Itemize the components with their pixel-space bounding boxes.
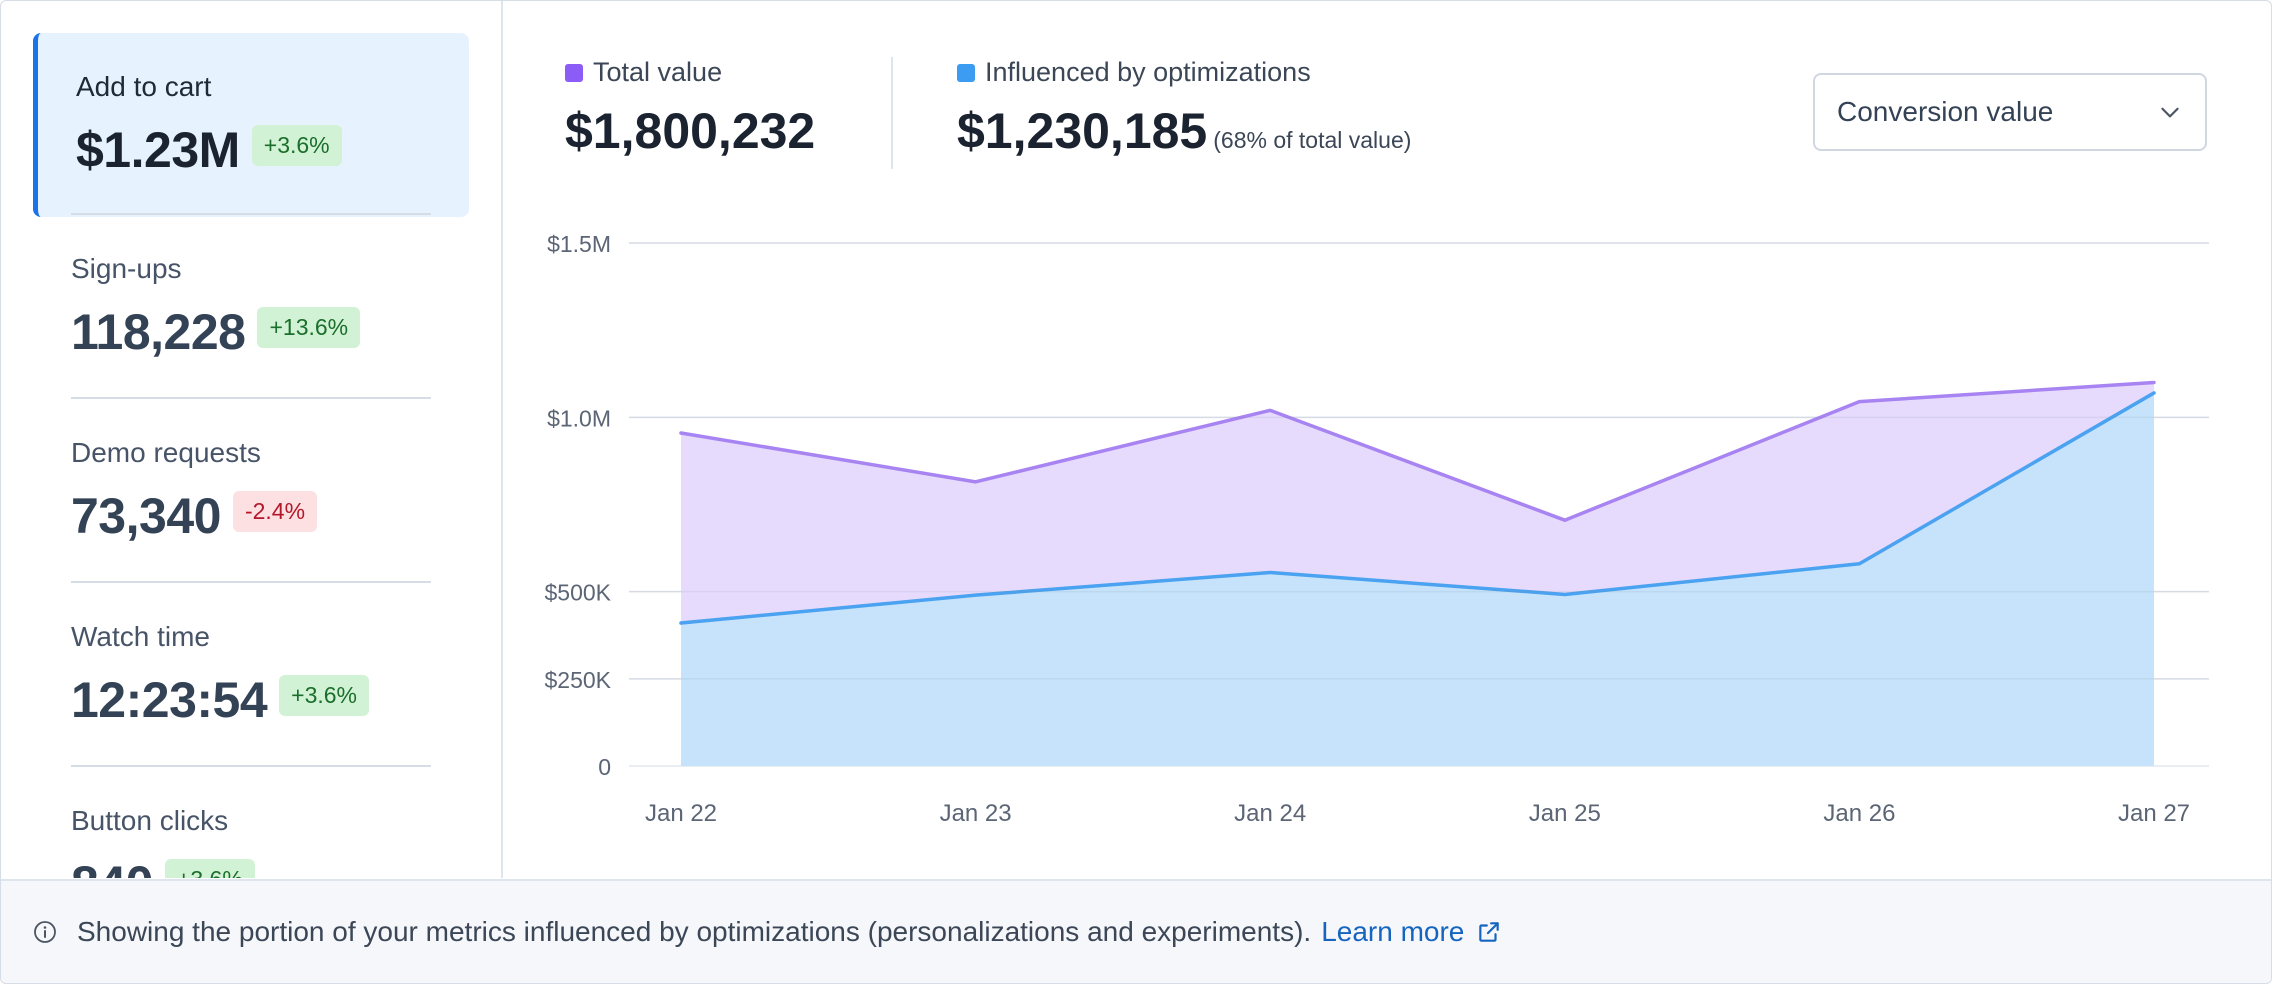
influenced-value-line [679,391,2156,625]
total-value-summary: Total value $1,800,232 [565,57,815,160]
total-value-amount: $1,800,232 [565,103,816,159]
metric-item-watch-time[interactable]: Watch time 12:23:54 +3.6% [33,581,469,767]
influenced-value-label: Influenced by optimizations [985,57,1311,87]
x-tick-label: Jan 23 [940,800,1012,827]
learn-more-link[interactable]: Learn more [1321,916,1502,948]
metric-item-button-clicks[interactable]: Button clicks 840+3.6% [33,765,469,878]
change-badge: +3.6% [279,675,370,717]
x-tick-label: Jan 26 [1823,800,1895,827]
total-value-label: Total value [593,57,723,87]
divider [71,765,431,767]
metric-label: Watch time [71,621,210,652]
metric-value: 118,228 +13.6% [71,303,361,361]
metric-type-dropdown[interactable]: Conversion value [1813,73,2207,151]
influenced-value-swatch [957,63,975,82]
divider [71,397,431,399]
total-value-swatch [565,63,583,82]
y-tick-label: $250K [544,667,611,693]
change-badge: -2.4% [232,491,318,533]
chevron-down-icon [2161,107,2179,118]
metric-value: $1.23M +3.6% [76,121,342,179]
metric-item-demo-requests[interactable]: Demo requests 73,340 -2.4% [33,397,469,583]
dropdown-selected-value: Conversion value [1837,96,2054,127]
influenced-value-area [681,392,2154,766]
metric-item-sign-ups[interactable]: Sign-ups 118,228 +13.6% [33,213,469,399]
footer-message: Showing the portion of your metrics infl… [77,916,1312,947]
change-badge: +13.6% [257,307,361,349]
y-tick-label: $1.0M [547,405,611,431]
area-chart: 0 $250K $500K $1.0M $1.5M Jan 22 Jan 23 Jan 24 J… [544,231,2209,827]
metric-value: 73,340 -2.4% [71,487,318,545]
y-tick-label: 0 [598,754,611,780]
metric-label: Button clicks [71,805,229,836]
influenced-value-summary: Influenced by optimizations $1,230,185 (6… [957,57,1411,160]
info-icon [34,921,56,943]
metric-value: 840+3.6% [71,855,255,878]
metric-label: Demo requests [71,437,261,468]
influenced-value-note: (68% of total value) [1213,127,1412,153]
x-tick-label: Jan 22 [645,800,717,827]
metric-item-add-to-cart[interactable]: Add to cart $1.23M +3.6% [33,33,469,217]
divider [891,57,893,169]
divider [71,581,431,583]
x-tick-label: Jan 25 [1529,800,1601,827]
chart-area: Total value $1,800,232 Influenced by opt… [503,1,2271,878]
influenced-value-amount: $1,230,185 (68% of total value) [957,103,1412,159]
y-tick-label: $500K [544,580,611,606]
x-tick-label: Jan 24 [1234,800,1306,827]
learn-more-label: Learn more [1321,916,1465,947]
info-footer: Showing the portion of your metrics infl… [1,879,2271,983]
metric-value: 12:23:54 +3.6% [71,671,370,729]
change-badge: +3.6% [251,125,342,167]
x-tick-label: Jan 27 [2118,800,2190,827]
metric-label: Sign-ups [71,253,182,284]
metric-list: Add to cart $1.23M +3.6% Sign-ups 118,228… [1,1,503,878]
total-value-line [679,380,2156,522]
external-link-icon [1479,922,1500,942]
y-tick-label: $1.5M [547,231,611,257]
metric-label: Add to cart [76,71,212,102]
change-badge: +3.6% [164,859,255,878]
divider [71,213,431,215]
